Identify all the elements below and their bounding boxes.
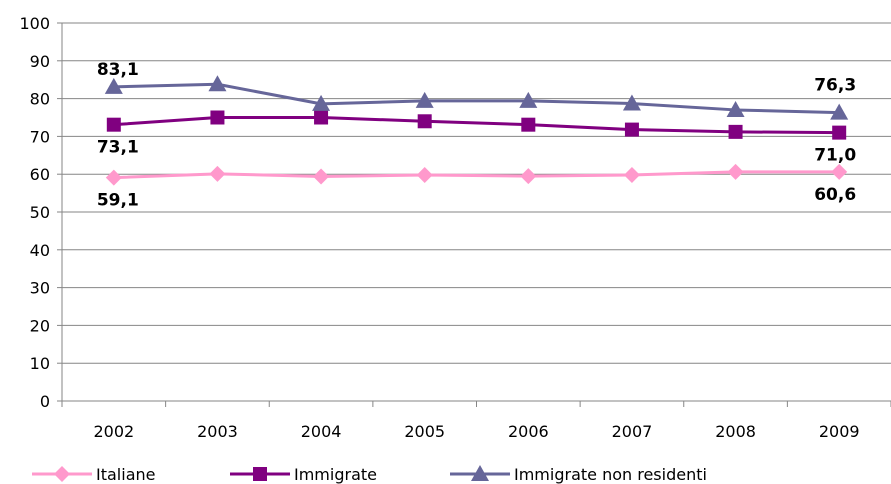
series-line [113,170,840,180]
y-tick-label: 100 [19,14,50,33]
data-point-marker [830,103,849,120]
data-point-marker [312,94,331,111]
legend: Italiane Immigrate Immigrate non residenti [32,465,707,484]
x-tick-label: 2005 [404,422,445,441]
data-label: 83,1 [97,60,139,80]
legend-label: Immigrate non residenti [514,465,707,484]
y-tick-label: 70 [30,127,50,146]
data-point-marker [210,110,225,125]
data-point-marker [623,166,640,183]
data-point-marker [313,168,330,185]
data-point-marker [521,117,536,132]
x-tick-label: 2006 [508,422,549,441]
data-label: 60,6 [814,185,856,205]
y-tick-label: 40 [30,241,50,260]
legend-label: Italiane [96,465,155,484]
y-tick-label: 0 [40,392,50,411]
series-line [113,116,840,135]
data-point-marker [105,169,122,186]
data-point-marker [727,163,744,180]
legend-swatch-marker [54,466,70,482]
data-point-marker [417,114,432,129]
y-tick-label: 30 [30,279,50,298]
data-point-marker [519,91,538,108]
legend-swatch-marker [471,465,489,481]
y-tick-label: 20 [30,316,50,335]
series-group [104,75,849,186]
data-label: 59,1 [97,191,139,211]
data-point-marker [520,168,537,185]
data-point-marker [624,122,639,137]
data-label: 76,3 [814,76,856,96]
data-point-marker [106,117,121,132]
data-point-marker [622,94,641,111]
data-labels: 59,1 60,6 73,1 71,0 83,1 76,3 [97,60,856,211]
y-tick-label: 90 [30,52,50,71]
data-point-marker [831,163,848,180]
legend-swatch-marker [253,467,267,481]
gridlines [62,22,891,364]
x-tick-label: 2009 [819,422,860,441]
y-tick-label: 80 [30,90,50,109]
data-point-marker [415,91,434,108]
x-tick-label: 2004 [301,422,342,441]
data-point-marker [832,125,847,140]
series-line [113,82,840,115]
x-tick-label: 2003 [197,422,238,441]
x-tick-label: 2007 [612,422,653,441]
axes: 0 10 20 30 40 50 60 70 80 90 100 2002 2003 2004 2005 20… [19,14,891,441]
data-point-marker [314,110,329,125]
data-point-marker [104,77,123,94]
data-point-marker [208,75,227,92]
x-tick-label: 2002 [93,422,134,441]
data-point-marker [728,124,743,139]
x-tick-label: 2008 [715,422,756,441]
y-tick-label: 60 [30,165,50,184]
y-tick-label: 10 [30,354,50,373]
data-label: 71,0 [814,146,856,166]
data-point-marker [726,100,745,117]
data-label: 73,1 [97,138,139,158]
legend-label: Immigrate [294,465,377,484]
data-point-marker [416,166,433,183]
y-tick-label: 50 [30,203,50,222]
data-point-marker [209,165,226,182]
